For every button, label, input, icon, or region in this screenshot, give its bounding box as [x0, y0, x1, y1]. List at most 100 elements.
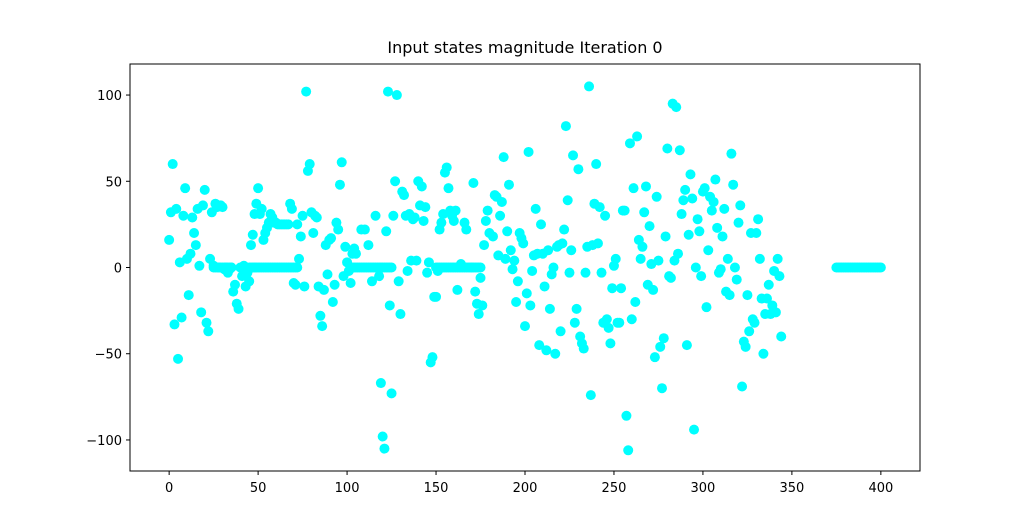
data-point: [639, 207, 650, 218]
data-point: [653, 255, 664, 266]
data-point: [381, 226, 392, 237]
data-point: [520, 321, 530, 332]
data-point: [541, 345, 552, 356]
data-point: [311, 212, 322, 223]
data-point: [495, 210, 506, 221]
data-point: [286, 203, 297, 214]
data-point: [763, 279, 774, 290]
data-point: [758, 348, 769, 359]
data-point: [681, 340, 692, 351]
data-point: [550, 348, 561, 359]
data-point: [660, 231, 671, 242]
data-point: [171, 203, 182, 214]
chart-title: Input states magnitude Iteration 0: [387, 38, 663, 57]
data-point: [292, 262, 303, 273]
data-point: [359, 224, 370, 235]
data-point: [728, 179, 739, 190]
data-point: [333, 224, 344, 235]
data-point: [292, 219, 303, 230]
data-point: [304, 159, 315, 170]
data-point: [651, 191, 662, 202]
x-tick-label: 250: [602, 481, 627, 496]
data-point: [733, 217, 744, 228]
data-point: [242, 267, 253, 278]
data-point: [592, 238, 603, 249]
x-tick-label: 50: [250, 481, 267, 496]
data-point: [507, 264, 518, 275]
data-point: [649, 352, 660, 363]
data-point: [749, 317, 760, 328]
data-point: [322, 269, 333, 280]
data-point: [374, 271, 385, 282]
data-point: [543, 245, 554, 256]
data-point: [717, 231, 728, 242]
data-point: [432, 265, 443, 276]
x-tick-label: 150: [424, 481, 449, 496]
data-point: [737, 381, 748, 392]
data-point: [326, 233, 337, 244]
data-point: [226, 262, 237, 273]
data-point: [441, 162, 452, 173]
data-point: [564, 267, 575, 278]
data-point: [624, 138, 635, 149]
data-point: [502, 226, 513, 237]
data-point: [383, 86, 393, 97]
data-point: [317, 321, 328, 332]
data-point: [754, 253, 765, 264]
data-point: [635, 253, 646, 264]
data-point: [498, 152, 509, 163]
data-point: [185, 248, 196, 259]
data-point: [523, 146, 534, 157]
data-point: [662, 143, 673, 154]
data-point: [630, 296, 641, 307]
data-point: [671, 102, 682, 113]
data-point: [683, 229, 694, 240]
data-point: [512, 276, 523, 287]
data-point: [692, 214, 703, 225]
points-layer: [164, 81, 886, 456]
data-point: [559, 224, 570, 235]
data-point: [616, 283, 627, 294]
data-point: [217, 202, 228, 213]
data-point: [744, 326, 755, 337]
data-point: [644, 221, 655, 232]
data-point: [201, 317, 212, 328]
data-point: [452, 284, 463, 295]
data-point: [290, 279, 301, 290]
data-point: [301, 86, 312, 97]
data-point: [724, 290, 735, 301]
data-point: [470, 286, 481, 297]
data-point: [712, 222, 723, 233]
data-point: [256, 203, 267, 214]
data-point: [342, 257, 353, 268]
data-point: [607, 283, 618, 294]
data-point: [176, 312, 187, 323]
data-point: [422, 267, 433, 278]
x-tick-label: 350: [779, 481, 804, 496]
data-point: [423, 257, 434, 268]
data-point: [402, 265, 413, 276]
data-point: [418, 215, 429, 226]
data-point: [585, 390, 596, 401]
data-point: [480, 215, 491, 226]
data-point: [753, 214, 764, 225]
data-point: [715, 264, 726, 275]
data-point: [594, 202, 605, 213]
data-point: [591, 159, 602, 170]
data-point: [187, 212, 198, 223]
data-point: [761, 293, 772, 304]
data-point: [167, 159, 178, 170]
data-point: [475, 272, 486, 283]
data-point: [657, 383, 667, 394]
data-point: [676, 209, 687, 220]
data-point: [573, 164, 584, 175]
data-point: [190, 240, 201, 251]
data-point: [178, 210, 189, 221]
data-point: [233, 303, 244, 314]
data-point: [742, 290, 753, 301]
data-point: [621, 410, 632, 421]
x-tick-label: 400: [868, 481, 893, 496]
data-point: [710, 174, 721, 185]
data-point: [596, 267, 607, 278]
